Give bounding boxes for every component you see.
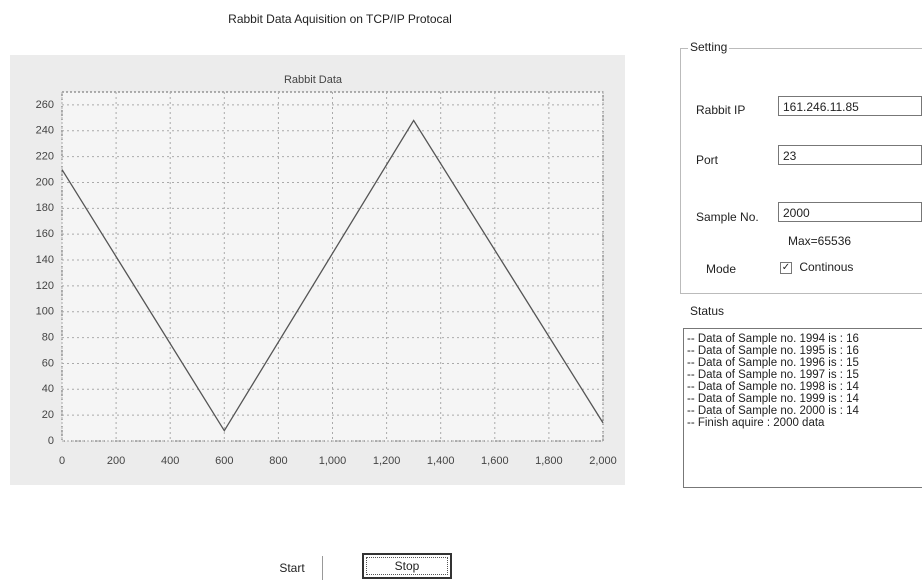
setting-title: Setting — [688, 40, 729, 54]
y-tick-label: 160 — [36, 228, 54, 240]
x-tick-label: 2,000 — [589, 455, 617, 467]
status-line: -- Data of Sample no. 1996 is : 15 — [687, 357, 922, 369]
mode-label: Mode — [706, 262, 736, 276]
rabbit-ip-label: Rabbit IP — [696, 103, 745, 117]
status-box: -- Data of Sample no. 1994 is : 16-- Dat… — [683, 328, 922, 488]
y-tick-label: 220 — [36, 151, 54, 163]
chart-title: Rabbit Data — [284, 74, 343, 86]
x-tick-label: 1,800 — [535, 455, 563, 467]
page: Rabbit Data Aquisition on TCP/IP Protoca… — [0, 0, 922, 580]
y-tick-label: 100 — [36, 306, 54, 318]
y-tick-label: 120 — [36, 280, 54, 292]
y-tick-label: 60 — [42, 357, 54, 369]
x-tick-label: 1,000 — [319, 455, 347, 467]
sample-label: Sample No. — [696, 210, 759, 224]
check-mark: ✓ — [780, 262, 792, 274]
chart: Rabbit Data 0 20 40 60 80 100 120 140 160 180 200 2… — [0, 0, 640, 500]
status-line: -- Data of Sample no. 1998 is : 14 — [687, 381, 922, 393]
x-tick-label: 800 — [269, 455, 287, 467]
x-tick-label: 1,200 — [373, 455, 401, 467]
setting-group — [680, 48, 922, 294]
stop-button[interactable]: Stop — [362, 553, 452, 579]
y-tick-label: 40 — [42, 383, 54, 395]
port-input[interactable]: 23 — [778, 145, 922, 165]
sample-note: Max=65536 — [788, 234, 851, 248]
sample-input[interactable]: 2000 — [778, 202, 922, 222]
status-title: Status — [690, 304, 724, 318]
status-line: -- Data of Sample no. 1994 is : 16 — [687, 333, 922, 345]
x-tick-label: 200 — [107, 455, 125, 467]
y-tick-label: 180 — [36, 202, 54, 214]
mode-checkbox[interactable]: ✓ Continous — [780, 260, 853, 274]
status-line: -- Finish aquire : 2000 data — [687, 417, 922, 429]
mode-option: Continous — [799, 260, 853, 274]
start-button[interactable]: Start — [262, 556, 323, 580]
y-tick-label: 260 — [36, 99, 54, 111]
port-label: Port — [696, 153, 718, 167]
x-tick-label: 0 — [59, 455, 65, 467]
x-tick-label: 400 — [161, 455, 179, 467]
y-tick-label: 140 — [36, 254, 54, 266]
y-tick-label: 240 — [36, 125, 54, 137]
status-line: -- Data of Sample no. 1997 is : 15 — [687, 369, 922, 381]
x-tick-label: 1,400 — [427, 455, 455, 467]
rabbit-ip-input[interactable]: 161.246.11.85 — [778, 96, 922, 116]
x-tick-label: 1,600 — [481, 455, 509, 467]
status-line: -- Data of Sample no. 2000 is : 14 — [687, 405, 922, 417]
status-line: -- Data of Sample no. 1995 is : 16 — [687, 345, 922, 357]
y-tick-label: 20 — [42, 409, 54, 421]
x-tick-label: 600 — [215, 455, 233, 467]
status-line: -- Data of Sample no. 1999 is : 14 — [687, 393, 922, 405]
y-tick-label: 200 — [36, 176, 54, 188]
y-tick-label: 0 — [48, 435, 54, 447]
y-tick-label: 80 — [42, 331, 54, 343]
